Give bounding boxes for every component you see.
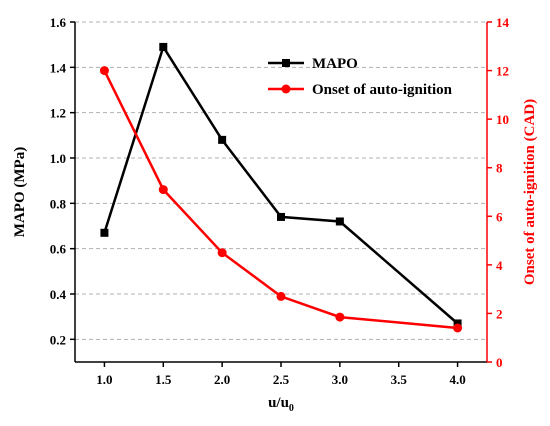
legend-marker-onset bbox=[281, 84, 291, 94]
y-right-tick-label: 2 bbox=[496, 306, 503, 321]
y-right-tick-label: 6 bbox=[496, 209, 503, 224]
plot-series bbox=[99, 42, 463, 333]
data-point-mapo bbox=[453, 319, 462, 328]
y-axis-left-title: MAPO (MPa) bbox=[12, 147, 28, 237]
data-point-mapo bbox=[335, 217, 344, 226]
x-tick-label: 1.0 bbox=[96, 372, 112, 387]
x-tick-label: 1.5 bbox=[155, 372, 172, 387]
y-left-tick-label: 0.6 bbox=[50, 242, 67, 257]
y-left-tick-label: 1.6 bbox=[50, 15, 67, 30]
legend-label-onset: Onset of auto-ignition bbox=[312, 82, 453, 98]
data-point-onset-of-auto-ignition bbox=[158, 185, 168, 195]
y-left-tick-label: 1.0 bbox=[50, 151, 66, 166]
legend-marker-mapo bbox=[282, 59, 290, 67]
data-point-onset-of-auto-ignition bbox=[99, 66, 109, 76]
data-point-mapo bbox=[277, 212, 285, 221]
y-left-tick-label: 0.8 bbox=[50, 196, 67, 211]
x-axis-title-main: u/u bbox=[268, 395, 289, 411]
y-left-tick-label: 0.2 bbox=[50, 332, 66, 347]
x-tick-label: 3.0 bbox=[332, 372, 348, 387]
y-right-tick-label: 10 bbox=[496, 112, 509, 127]
data-point-onset-of-auto-ignition bbox=[335, 312, 345, 322]
data-point-onset-of-auto-ignition bbox=[217, 248, 227, 258]
series-line-mapo bbox=[103, 43, 459, 325]
x-tick-label: 2.5 bbox=[273, 372, 290, 387]
data-point-onset-of-auto-ignition bbox=[453, 323, 463, 333]
legend-label-mapo: MAPO bbox=[312, 56, 358, 72]
x-axis-title: u/u0 bbox=[268, 395, 294, 414]
series-line-onset-of-auto-ignition bbox=[103, 70, 458, 330]
legend: MAPO Onset of auto-ignition bbox=[268, 56, 453, 98]
grid-lines bbox=[75, 21, 487, 340]
y-right-tick-label: 12 bbox=[496, 64, 509, 79]
x-axis-title-subscript: 0 bbox=[289, 403, 294, 414]
y-axis-right-title: Onset of auto-ignition (CAD) bbox=[522, 99, 538, 285]
y-right-tick-label: 4 bbox=[496, 258, 503, 273]
x-tick-label: 2.0 bbox=[214, 372, 230, 387]
y-right-tick-label: 0 bbox=[496, 355, 503, 370]
y-left-tick-label: 0.4 bbox=[50, 287, 67, 302]
data-point-mapo bbox=[159, 42, 168, 51]
y-right-tick-label: 14 bbox=[496, 15, 510, 30]
y-left-tick-label: 1.4 bbox=[50, 60, 67, 75]
data-point-mapo bbox=[218, 135, 227, 144]
data-point-onset-of-auto-ignition bbox=[276, 291, 286, 301]
x-tick-label: 3.5 bbox=[391, 372, 408, 387]
x-tick-label: 4.0 bbox=[449, 372, 465, 387]
axes: 1.0 1.5 2.0 2.5 3.0 3.5 4.0 0.2 0.4 0.6 0.8 1.0 1.2 1… bbox=[50, 15, 510, 387]
y-left-tick-label: 1.2 bbox=[50, 106, 66, 121]
y-right-tick-label: 8 bbox=[496, 161, 503, 176]
data-point-mapo bbox=[100, 228, 109, 237]
